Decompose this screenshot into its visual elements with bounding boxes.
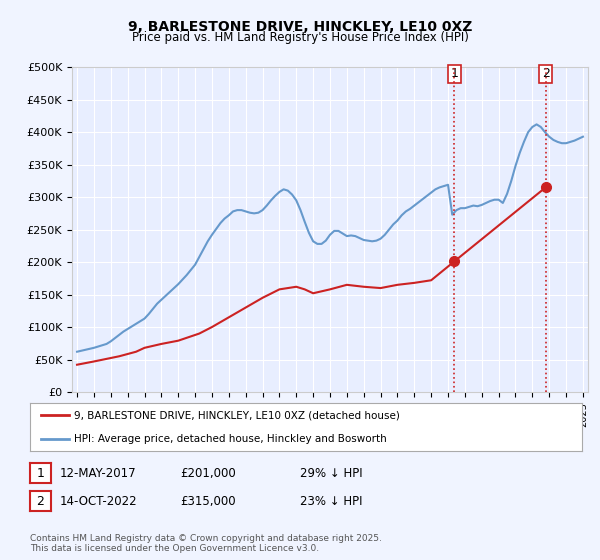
- Text: 23% ↓ HPI: 23% ↓ HPI: [300, 494, 362, 508]
- Text: 9, BARLESTONE DRIVE, HINCKLEY, LE10 0XZ: 9, BARLESTONE DRIVE, HINCKLEY, LE10 0XZ: [128, 20, 472, 34]
- Text: 2: 2: [37, 494, 44, 508]
- Text: £315,000: £315,000: [180, 494, 236, 508]
- Text: 9, BARLESTONE DRIVE, HINCKLEY, LE10 0XZ (detached house): 9, BARLESTONE DRIVE, HINCKLEY, LE10 0XZ …: [74, 410, 400, 420]
- Text: 14-OCT-2022: 14-OCT-2022: [60, 494, 137, 508]
- Text: HPI: Average price, detached house, Hinckley and Bosworth: HPI: Average price, detached house, Hinc…: [74, 434, 387, 444]
- Text: Contains HM Land Registry data © Crown copyright and database right 2025.
This d: Contains HM Land Registry data © Crown c…: [30, 534, 382, 553]
- Text: £201,000: £201,000: [180, 466, 236, 480]
- Text: 1: 1: [37, 466, 44, 480]
- Text: Price paid vs. HM Land Registry's House Price Index (HPI): Price paid vs. HM Land Registry's House …: [131, 31, 469, 44]
- Text: 2: 2: [542, 67, 550, 80]
- Text: 1: 1: [451, 67, 458, 80]
- Text: 29% ↓ HPI: 29% ↓ HPI: [300, 466, 362, 480]
- Text: 12-MAY-2017: 12-MAY-2017: [60, 466, 137, 480]
